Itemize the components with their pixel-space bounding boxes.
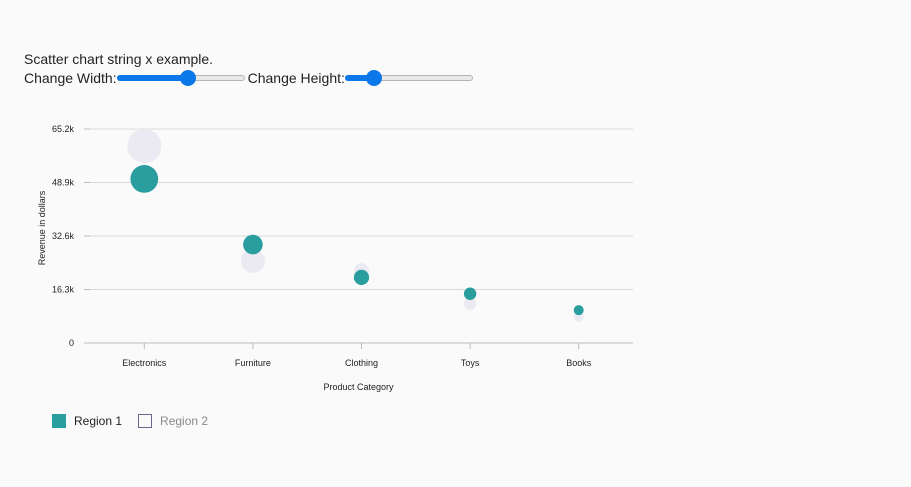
y-tick-label: 16.3k bbox=[52, 285, 75, 295]
data-point-region-1 bbox=[130, 165, 159, 193]
height-label: Change Height: bbox=[247, 70, 345, 86]
legend-item-region-2[interactable]: Region 2 bbox=[138, 414, 208, 428]
x-tick-label: Clothing bbox=[345, 358, 378, 368]
data-point-region-1 bbox=[243, 234, 263, 255]
size-controls: Change Width: Change Height: bbox=[24, 69, 473, 87]
data-point-region-2 bbox=[127, 129, 162, 164]
legend-swatch bbox=[52, 414, 66, 428]
y-tick-label: 65.2k bbox=[52, 124, 75, 134]
chart-header: Scatter chart string x example. Change W… bbox=[24, 50, 473, 87]
height-slider-thumb[interactable] bbox=[366, 70, 383, 86]
data-point-region-2 bbox=[240, 248, 265, 273]
height-slider-fill bbox=[344, 75, 375, 81]
data-point-region-2 bbox=[463, 297, 477, 310]
width-slider-fill bbox=[116, 75, 189, 81]
y-tick-label: 0 bbox=[69, 338, 74, 348]
y-axis-title: Revenue in dollars bbox=[37, 190, 47, 265]
x-tick-label: Furniture bbox=[235, 358, 271, 368]
y-tick-label: 48.9k bbox=[52, 178, 75, 188]
data-point-region-1 bbox=[353, 269, 370, 285]
x-axis-title: Product Category bbox=[323, 382, 394, 392]
y-tick-label: 32.6k bbox=[52, 231, 75, 241]
data-point-region-1 bbox=[573, 305, 584, 316]
legend-label: Region 2 bbox=[160, 414, 209, 428]
page-title: Scatter chart string x example. bbox=[24, 51, 214, 67]
legend-swatch bbox=[138, 414, 153, 428]
width-slider-thumb[interactable] bbox=[180, 70, 197, 86]
x-tick-label: Toys bbox=[461, 358, 480, 368]
data-point-region-1 bbox=[463, 287, 477, 300]
legend-label: Region 1 bbox=[74, 414, 123, 428]
x-tick-label: Electronics bbox=[122, 358, 167, 368]
width-slider[interactable] bbox=[116, 69, 245, 87]
width-label: Change Width: bbox=[24, 70, 117, 86]
legend-item-region-1[interactable]: Region 1 bbox=[52, 414, 122, 428]
x-tick-label: Books bbox=[566, 358, 592, 368]
height-slider[interactable] bbox=[344, 69, 473, 87]
chart-legend: Region 1 Region 2 bbox=[52, 414, 224, 428]
